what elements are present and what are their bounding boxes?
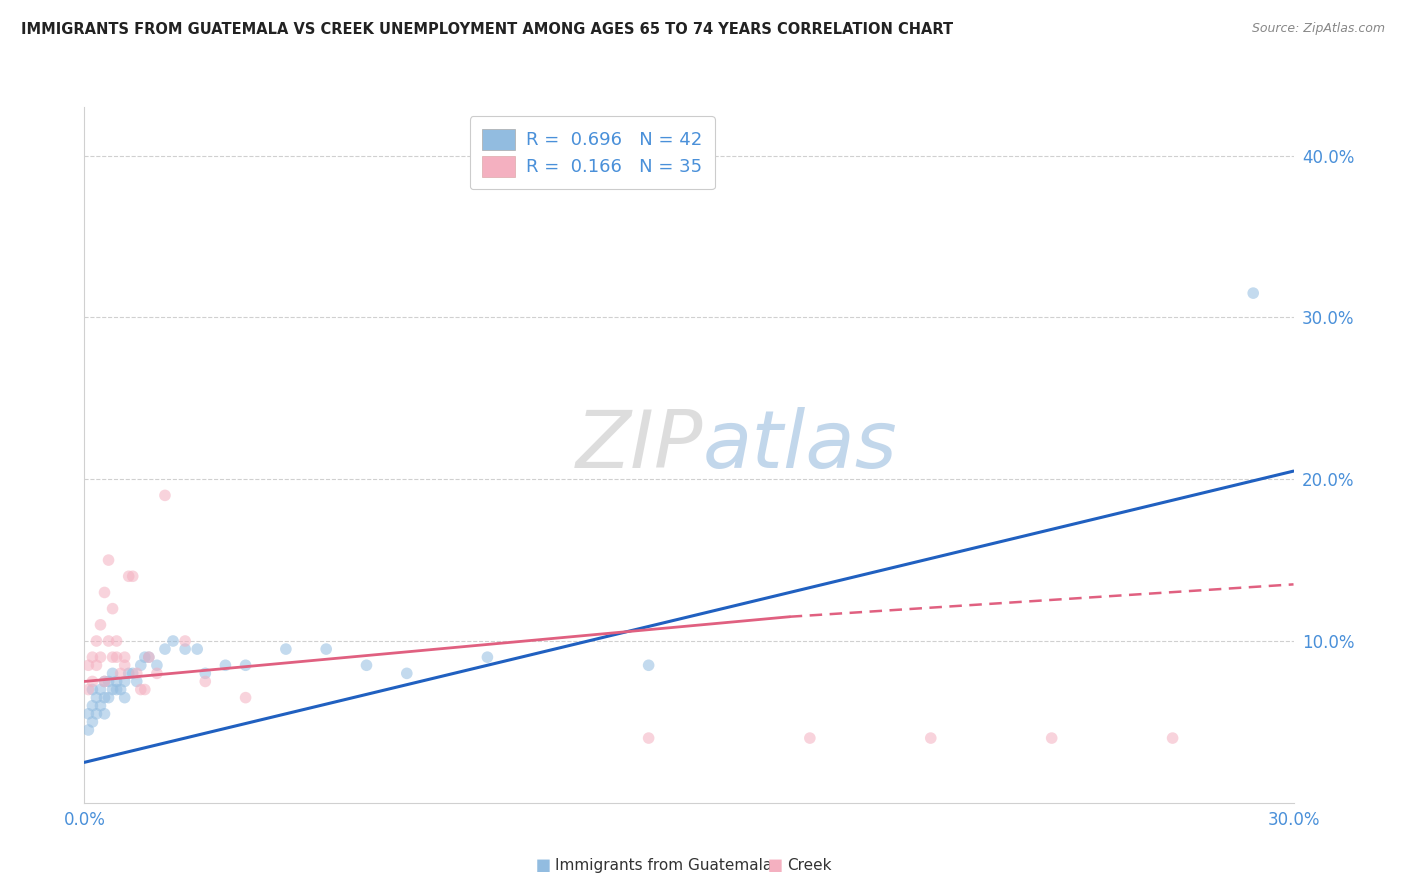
Point	[129, 658, 152, 673]
Point	[125, 666, 148, 681]
Point	[82, 698, 104, 713]
Text: Source: ZipAtlas.com: Source: ZipAtlas.com	[1251, 22, 1385, 36]
Point	[138, 650, 160, 665]
Point	[97, 553, 120, 567]
Point	[114, 650, 136, 665]
Legend: R =  0.696   N = 42, R =  0.166   N = 35: R = 0.696 N = 42, R = 0.166 N = 35	[470, 116, 714, 189]
Point	[93, 674, 115, 689]
Point	[129, 682, 152, 697]
Point	[77, 723, 100, 737]
Point	[637, 731, 659, 745]
Point	[105, 674, 128, 689]
Point	[315, 642, 337, 657]
Point	[82, 682, 104, 697]
Point	[86, 658, 108, 673]
Point	[105, 650, 128, 665]
Point	[110, 682, 132, 697]
Point	[110, 666, 132, 681]
Point	[134, 682, 156, 697]
Point	[125, 674, 148, 689]
Point	[138, 650, 160, 665]
Point	[134, 650, 156, 665]
Point	[114, 658, 136, 673]
Point	[118, 569, 141, 583]
Text: ▪: ▪	[766, 854, 783, 877]
Point	[395, 666, 418, 681]
Y-axis label: Unemployment Among Ages 65 to 74 years: Unemployment Among Ages 65 to 74 years	[0, 287, 7, 623]
Text: ZIP: ZIP	[575, 407, 703, 485]
Point	[93, 706, 115, 721]
Point	[194, 666, 217, 681]
Point	[89, 698, 111, 713]
Point	[77, 682, 100, 697]
Point	[82, 674, 104, 689]
Point	[89, 682, 111, 697]
Point	[86, 706, 108, 721]
Point	[89, 650, 111, 665]
Point	[97, 634, 120, 648]
Point	[118, 666, 141, 681]
Point	[93, 690, 115, 705]
Text: Immigrants from Guatemala: Immigrants from Guatemala	[555, 858, 773, 872]
Point	[82, 714, 104, 729]
Point	[274, 642, 297, 657]
Text: ▪: ▪	[534, 854, 551, 877]
Point	[1241, 286, 1264, 301]
Point	[97, 674, 120, 689]
Point	[235, 658, 257, 673]
Point	[162, 634, 184, 648]
Point	[153, 488, 176, 502]
Point	[89, 617, 111, 632]
Point	[86, 690, 108, 705]
Point	[101, 650, 124, 665]
Point	[186, 642, 208, 657]
Point	[799, 731, 821, 745]
Point	[77, 658, 100, 673]
Point	[101, 682, 124, 697]
Point	[77, 706, 100, 721]
Point	[153, 642, 176, 657]
Text: atlas: atlas	[703, 407, 898, 485]
Point	[146, 666, 169, 681]
Point	[86, 634, 108, 648]
Point	[93, 674, 115, 689]
Point	[101, 601, 124, 615]
Point	[114, 674, 136, 689]
Text: Creek: Creek	[787, 858, 832, 872]
Point	[1161, 731, 1184, 745]
Point	[105, 634, 128, 648]
Point	[214, 658, 236, 673]
Point	[93, 585, 115, 599]
Point	[637, 658, 659, 673]
Point	[174, 634, 197, 648]
Point	[121, 569, 143, 583]
Point	[121, 666, 143, 681]
Point	[194, 674, 217, 689]
Point	[920, 731, 942, 745]
Point	[1040, 731, 1063, 745]
Point	[82, 650, 104, 665]
Point	[235, 690, 257, 705]
Point	[356, 658, 378, 673]
Point	[97, 690, 120, 705]
Point	[105, 682, 128, 697]
Text: IMMIGRANTS FROM GUATEMALA VS CREEK UNEMPLOYMENT AMONG AGES 65 TO 74 YEARS CORREL: IMMIGRANTS FROM GUATEMALA VS CREEK UNEMP…	[21, 22, 953, 37]
Point	[477, 650, 499, 665]
Point	[101, 666, 124, 681]
Point	[146, 658, 169, 673]
Point	[174, 642, 197, 657]
Point	[114, 690, 136, 705]
